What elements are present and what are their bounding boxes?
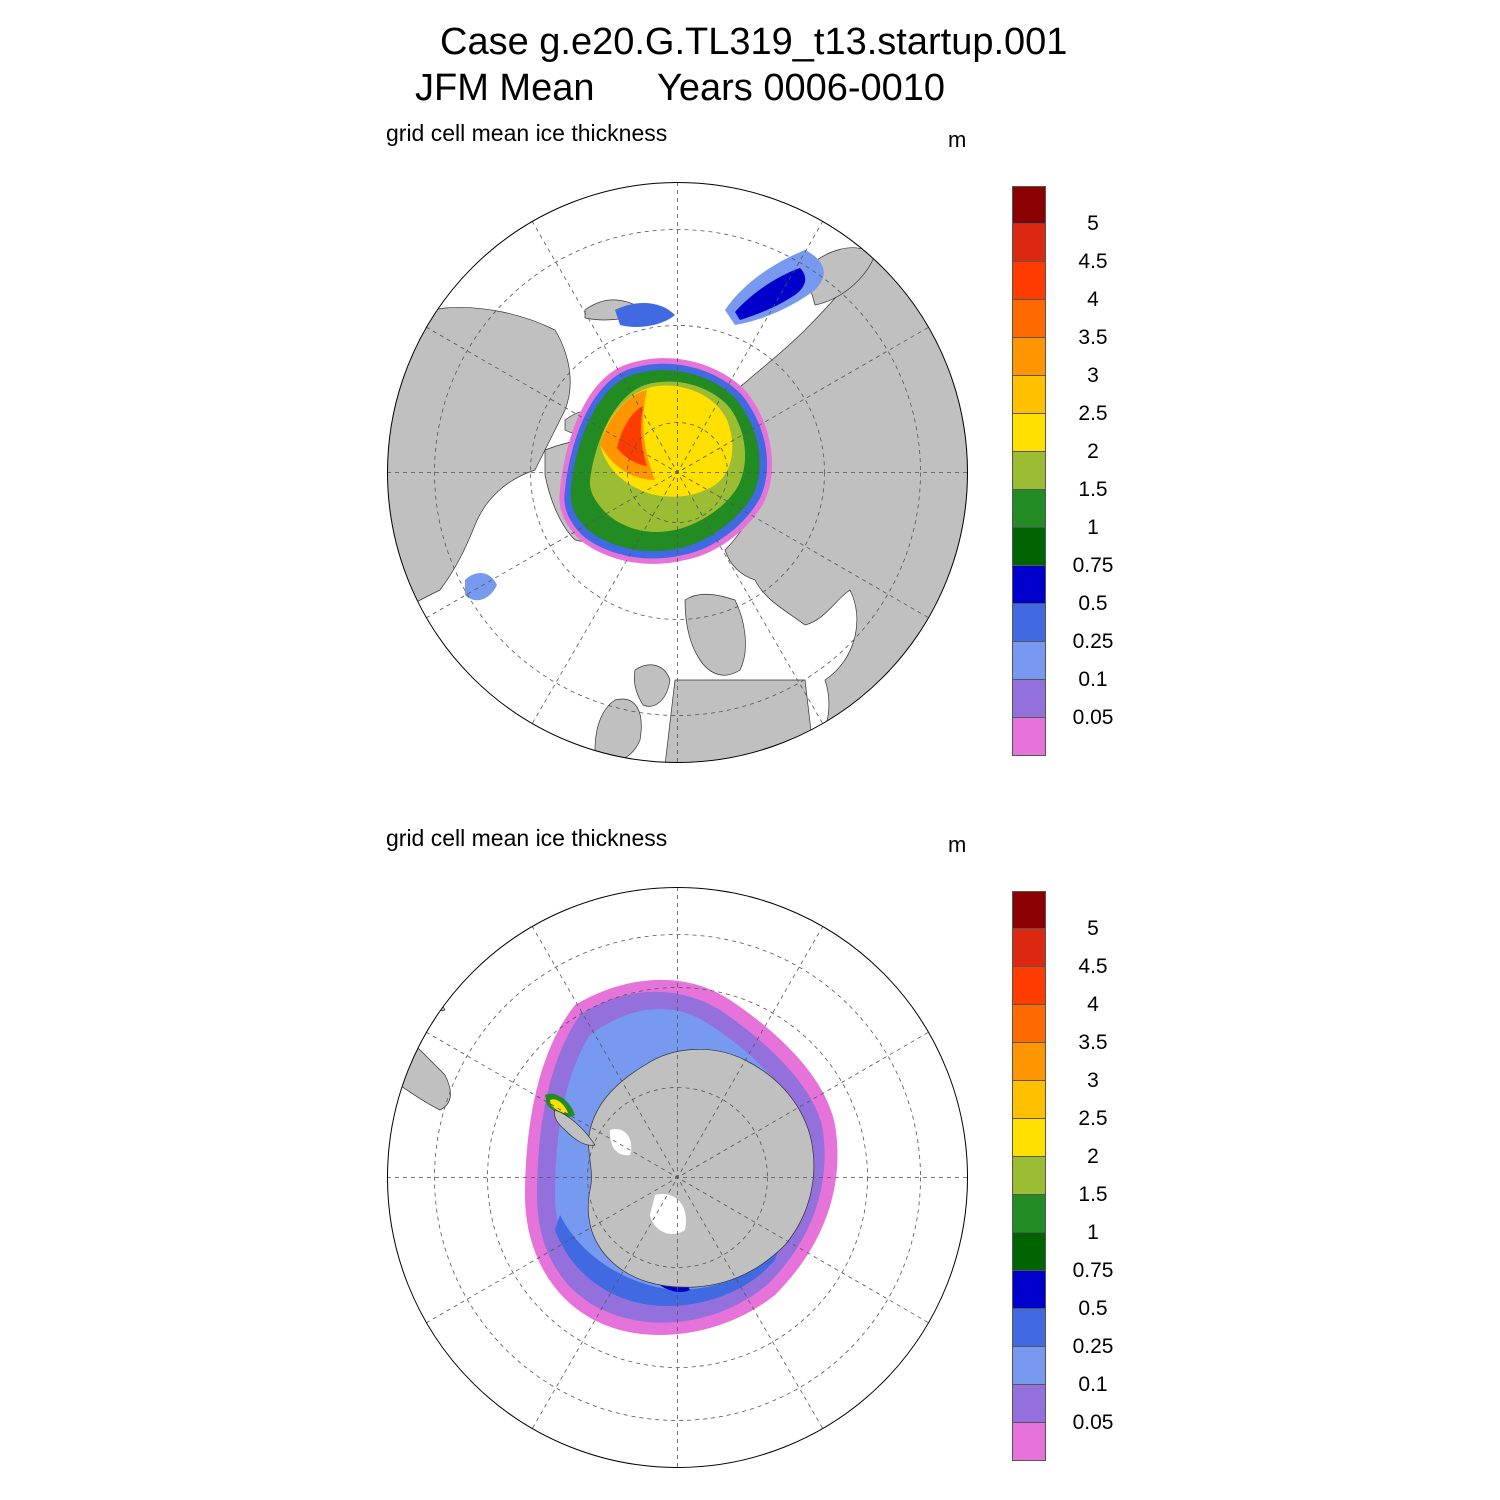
colorbar-tick-label: 3.5 [1078,326,1108,349]
colorbar-tick-label: 5 [1087,212,1099,235]
colorbar-tick-label: 2.5 [1078,1107,1108,1130]
colorbar-tick-label: 0.5 [1078,1297,1108,1320]
colorbar-swatch [1012,718,1046,756]
years-title: Years 0006-0010 [657,67,946,109]
colorbar-swatch [1012,186,1046,224]
colorbar-swatch [1012,1233,1046,1271]
colorbar-swatch [1012,1347,1046,1385]
colorbar-tick-label: 4.5 [1078,955,1108,978]
colorbar-swatch [1012,1423,1046,1461]
colorbar-tick-label: 1.5 [1078,1183,1108,1206]
colorbar-swatch [1012,1385,1046,1423]
south-map-border [387,887,968,1468]
colorbar-swatch [1012,604,1046,642]
colorbar-swatch [1012,1309,1046,1347]
north-units-label: m [948,127,967,152]
colorbar-tick-label: 3 [1087,1069,1099,1092]
colorbar-swatch [1012,452,1046,490]
colorbar-tick-label: 3.5 [1078,1031,1108,1054]
main-title: Case g.e20.G.TL319_t13.startup.001 [440,21,1068,63]
colorbar-tick-label: 4.5 [1078,250,1108,273]
colorbar-swatch [1012,642,1046,680]
colorbar-swatch [1012,1271,1046,1309]
colorbar-swatch [1012,566,1046,604]
colorbar-tick-label: 0.75 [1072,1259,1114,1282]
colorbar-swatch [1012,490,1046,528]
colorbar-tick-label: 5 [1087,917,1099,940]
colorbar-tick-label: 2 [1087,440,1099,463]
north-polar-map [387,182,968,763]
south-colorbar: 5 4.5 4 3.5 3 2.5 2 1.5 1 0.75 0.5 0.25 0.1 0.05 [1012,891,1113,1461]
colorbar-swatch [1012,967,1046,1005]
colorbar-swatch [1012,1005,1046,1043]
colorbar-swatch [1012,414,1046,452]
colorbar-swatch [1012,1043,1046,1081]
colorbar-swatch [1012,338,1046,376]
colorbar-swatch [1012,891,1046,929]
colorbar-tick-label: 0.1 [1078,668,1108,691]
south-ice-shelves [609,1129,686,1235]
colorbar-swatch [1012,528,1046,566]
colorbar-tick-label: 0.5 [1078,592,1108,615]
colorbar-swatch [1012,680,1046,718]
colorbar-swatch [1012,1195,1046,1233]
colorbar-tick-label: 3 [1087,364,1099,387]
colorbar-tick-label: 2.5 [1078,402,1108,425]
colorbar-swatch [1012,262,1046,300]
north-graticule [387,182,968,763]
colorbar-swatch [1012,1119,1046,1157]
colorbar-tick-label: 4 [1087,288,1099,311]
north-variable-label: grid cell mean ice thickness [386,120,668,146]
colorbar-swatch [1012,1081,1046,1119]
colorbar-tick-label: 0.25 [1072,1335,1114,1358]
colorbar-swatch [1012,376,1046,414]
colorbar-tick-label: 0.25 [1072,630,1114,653]
colorbar-tick-label: 1 [1087,516,1099,539]
colorbar-tick-label: 1.5 [1078,478,1108,501]
south-units-label: m [948,832,967,857]
north-map-border [387,182,968,763]
colorbar-swatch [1012,929,1046,967]
colorbar-swatch [1012,1157,1046,1195]
season-title: JFM Mean [415,67,595,109]
colorbar-tick-label: 2 [1087,1145,1099,1168]
colorbar-tick-label: 0.05 [1072,706,1114,729]
south-variable-label: grid cell mean ice thickness [386,825,668,851]
colorbar-swatch [1012,300,1046,338]
colorbar-swatch [1012,224,1046,262]
south-graticule [387,887,968,1468]
north-sea-ice [465,250,824,601]
colorbar-tick-label: 0.1 [1078,1373,1108,1396]
colorbar-tick-label: 1 [1087,1221,1099,1244]
colorbar-tick-label: 0.75 [1072,554,1114,577]
colorbar-tick-label: 4 [1087,993,1099,1016]
north-colorbar: 5 4.5 4 3.5 3 2.5 2 1.5 1 0.75 0.5 0.25 0.1 0.05 [1012,186,1113,756]
south-polar-map [387,887,968,1468]
colorbar-tick-label: 0.05 [1072,1411,1114,1434]
